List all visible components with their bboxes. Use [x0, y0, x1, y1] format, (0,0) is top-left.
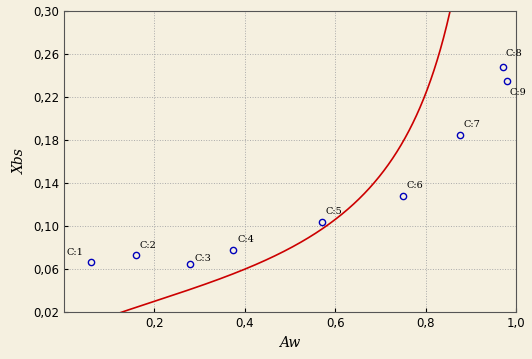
Text: C:4: C:4 [237, 236, 254, 244]
Text: C:8: C:8 [505, 49, 522, 58]
Text: C:7: C:7 [463, 120, 480, 129]
Text: C:6: C:6 [406, 182, 423, 191]
Y-axis label: Xbs: Xbs [13, 149, 27, 174]
X-axis label: Aw: Aw [279, 336, 301, 350]
Text: C:3: C:3 [194, 254, 211, 263]
Text: C:1: C:1 [66, 248, 83, 257]
Text: C:9: C:9 [510, 88, 527, 97]
Text: C:5: C:5 [325, 208, 342, 216]
Text: C:2: C:2 [140, 241, 157, 250]
